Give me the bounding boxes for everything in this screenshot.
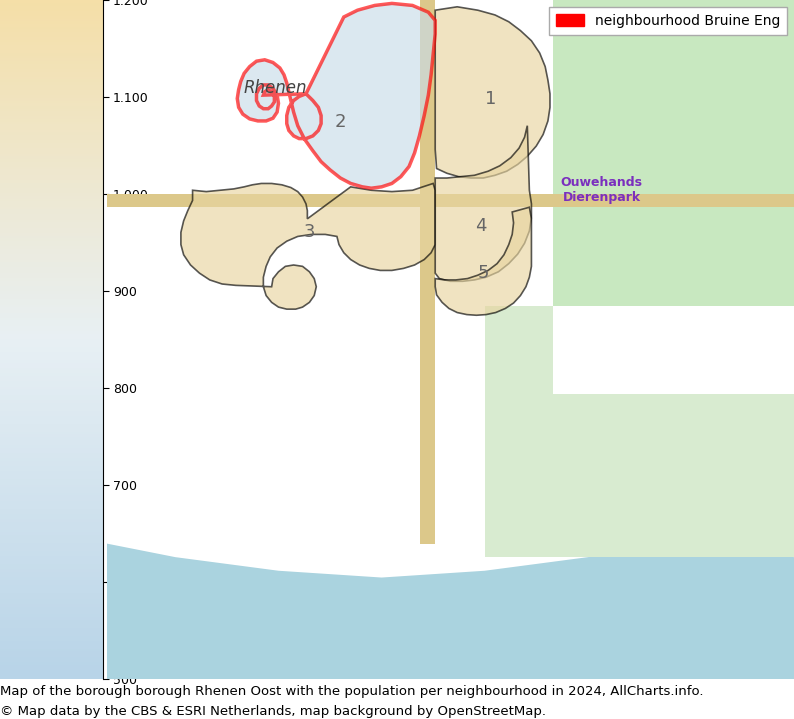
Text: 4: 4 xyxy=(476,216,487,234)
Text: 2: 2 xyxy=(334,114,346,132)
Legend: neighbourhood Bruine Eng: neighbourhood Bruine Eng xyxy=(549,7,787,35)
Polygon shape xyxy=(106,193,794,207)
Text: 1: 1 xyxy=(484,90,496,108)
Polygon shape xyxy=(106,544,794,679)
Text: 3: 3 xyxy=(303,224,315,242)
Text: Map of the borough borough Rhenen Oost with the population per neighbourhood in : Map of the borough borough Rhenen Oost w… xyxy=(0,685,703,698)
Polygon shape xyxy=(435,126,531,281)
Text: Rhenen: Rhenen xyxy=(243,79,306,97)
Text: Ouwehands
Dierenpark: Ouwehands Dierenpark xyxy=(561,176,642,204)
Polygon shape xyxy=(181,183,435,309)
Polygon shape xyxy=(484,306,794,557)
Polygon shape xyxy=(553,0,794,306)
Text: 5: 5 xyxy=(477,264,489,282)
Polygon shape xyxy=(435,6,550,178)
Text: © Map data by the CBS & ESRI Netherlands, map background by OpenStreetMap.: © Map data by the CBS & ESRI Netherlands… xyxy=(0,705,546,718)
Polygon shape xyxy=(420,0,435,544)
Polygon shape xyxy=(237,4,435,188)
Polygon shape xyxy=(435,207,531,315)
